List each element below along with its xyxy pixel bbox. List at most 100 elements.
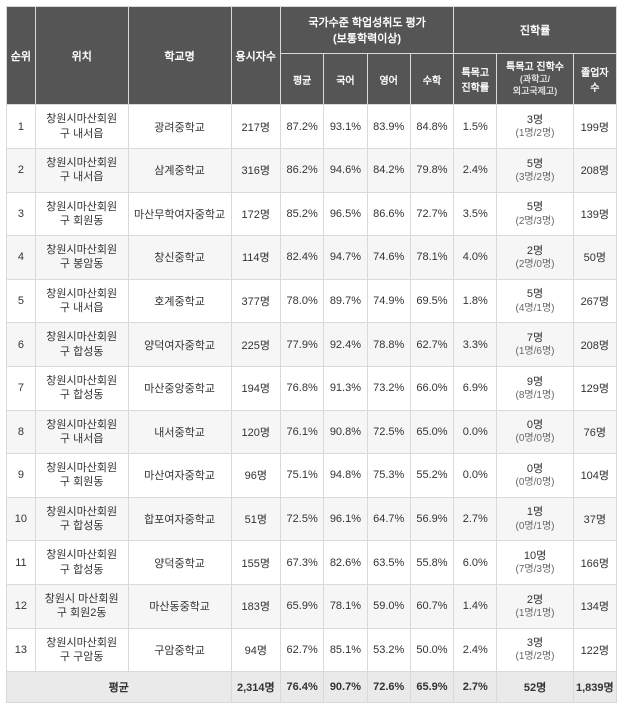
cell-korean: 93.1%	[324, 105, 367, 149]
table-row: 7 창원시마산회원 구 합성동 마산중앙중학교 194명 76.8% 91.3%…	[7, 366, 617, 410]
cell-special-count: 1명 (0명/1명)	[497, 497, 573, 541]
cell-location-line1: 창원시마산회원	[38, 374, 126, 388]
col-assess-group: 국가수준 학업성취도 평가 (보통학력이상)	[281, 7, 454, 54]
cell-grads: 134명	[573, 584, 616, 628]
cell-english: 63.5%	[367, 541, 410, 585]
cell-location-line2: 구 회원동	[38, 214, 126, 228]
footer-avg: 76.4%	[281, 672, 324, 703]
cell-avg: 82.4%	[281, 236, 324, 280]
cell-location-line1: 창원시마산회원	[38, 112, 126, 126]
cell-korean: 90.8%	[324, 410, 367, 454]
cell-special-count-main: 0명	[499, 462, 570, 476]
cell-location: 창원시마산회원 구 합성동	[35, 323, 128, 367]
cell-rank: 2	[7, 148, 36, 192]
cell-math: 79.8%	[410, 148, 453, 192]
cell-grads: 208명	[573, 323, 616, 367]
cell-special-count-main: 5명	[499, 157, 570, 171]
table-row: 2 창원시마산회원 구 내서읍 삼계중학교 316명 86.2% 94.6% 8…	[7, 148, 617, 192]
cell-applicants: 51명	[231, 497, 280, 541]
cell-special-count-sub: (8명/1명)	[499, 389, 570, 402]
cell-math: 84.8%	[410, 105, 453, 149]
cell-special-rate: 0.0%	[454, 410, 497, 454]
cell-korean: 78.1%	[324, 584, 367, 628]
cell-special-count-main: 1명	[499, 505, 570, 519]
cell-special-count-sub: (1명/2명)	[499, 650, 570, 663]
cell-avg: 85.2%	[281, 192, 324, 236]
cell-english: 83.9%	[367, 105, 410, 149]
cell-math: 78.1%	[410, 236, 453, 280]
cell-special-count-main: 0명	[499, 418, 570, 432]
table-row: 1 창원시마산회원 구 내서읍 광려중학교 217명 87.2% 93.1% 8…	[7, 105, 617, 149]
table-row: 10 창원시마산회원 구 합성동 합포여자중학교 51명 72.5% 96.1%…	[7, 497, 617, 541]
cell-special-rate: 3.5%	[454, 192, 497, 236]
cell-school: 양덕여자중학교	[128, 323, 231, 367]
cell-location-line1: 창원시마산회원	[38, 243, 126, 257]
cell-school: 구암중학교	[128, 628, 231, 672]
cell-location-line1: 창원시마산회원	[38, 461, 126, 475]
col-special-count: 특목고 진학수 (과학고/외고국제고)	[497, 54, 573, 105]
cell-special-count-main: 2명	[499, 244, 570, 258]
cell-grads: 199명	[573, 105, 616, 149]
cell-special-count-sub: (7명/3명)	[499, 563, 570, 576]
cell-applicants: 172명	[231, 192, 280, 236]
table-row: 11 창원시마산회원 구 합성동 양덕중학교 155명 67.3% 82.6% …	[7, 541, 617, 585]
footer-sp: 52명	[497, 672, 573, 703]
cell-school: 삼계중학교	[128, 148, 231, 192]
cell-math: 56.9%	[410, 497, 453, 541]
cell-rank: 13	[7, 628, 36, 672]
cell-avg: 62.7%	[281, 628, 324, 672]
col-special-rate: 특목고 진학률	[454, 54, 497, 105]
table-row: 4 창원시마산회원 구 봉암동 창신중학교 114명 82.4% 94.7% 7…	[7, 236, 617, 280]
cell-grads: 166명	[573, 541, 616, 585]
cell-location-line2: 구 합성동	[38, 519, 126, 533]
cell-school: 마산여자중학교	[128, 454, 231, 498]
cell-location: 창원시마산회원 구 구암동	[35, 628, 128, 672]
table-row: 3 창원시마산회원 구 회원동 마산무학여자중학교 172명 85.2% 96.…	[7, 192, 617, 236]
table-row: 9 창원시마산회원 구 회원동 마산여자중학교 96명 75.1% 94.8% …	[7, 454, 617, 498]
cell-location-line1: 창원시마산회원	[38, 636, 126, 650]
cell-special-count-sub: (4명/1명)	[499, 302, 570, 315]
cell-grads: 104명	[573, 454, 616, 498]
cell-location-line2: 구 내서읍	[38, 170, 126, 184]
cell-applicants: 120명	[231, 410, 280, 454]
cell-location: 창원시 마산회원 구 회원2동	[35, 584, 128, 628]
cell-special-count-main: 2명	[499, 593, 570, 607]
cell-location-line1: 창원시마산회원	[38, 548, 126, 562]
cell-grads: 208명	[573, 148, 616, 192]
cell-special-count: 3명 (1명/2명)	[497, 105, 573, 149]
table-body: 1 창원시마산회원 구 내서읍 광려중학교 217명 87.2% 93.1% 8…	[7, 105, 617, 672]
col-special-count-sub: (과학고/외고국제고)	[499, 74, 570, 97]
cell-avg: 78.0%	[281, 279, 324, 323]
cell-special-count: 2명 (1명/1명)	[497, 584, 573, 628]
cell-special-count: 0명 (0명/0명)	[497, 454, 573, 498]
cell-location-line1: 창원시마산회원	[38, 287, 126, 301]
cell-avg: 77.9%	[281, 323, 324, 367]
cell-location: 창원시마산회원 구 회원동	[35, 192, 128, 236]
cell-special-count-main: 3명	[499, 113, 570, 127]
cell-korean: 92.4%	[324, 323, 367, 367]
table-row: 5 창원시마산회원 구 내서읍 호계중학교 377명 78.0% 89.7% 7…	[7, 279, 617, 323]
footer-cnt: 2,314명	[231, 672, 280, 703]
footer-eng: 72.6%	[367, 672, 410, 703]
cell-location-line2: 구 합성동	[38, 345, 126, 359]
cell-applicants: 183명	[231, 584, 280, 628]
cell-grads: 139명	[573, 192, 616, 236]
cell-location-line2: 구 내서읍	[38, 127, 126, 141]
cell-rank: 1	[7, 105, 36, 149]
footer-kor: 90.7%	[324, 672, 367, 703]
cell-rank: 7	[7, 366, 36, 410]
cell-school: 합포여자중학교	[128, 497, 231, 541]
cell-avg: 75.1%	[281, 454, 324, 498]
cell-applicants: 114명	[231, 236, 280, 280]
cell-applicants: 194명	[231, 366, 280, 410]
cell-school: 마산중앙중학교	[128, 366, 231, 410]
cell-english: 64.7%	[367, 497, 410, 541]
cell-korean: 94.8%	[324, 454, 367, 498]
cell-location-line1: 창원시마산회원	[38, 200, 126, 214]
cell-special-count-sub: (2명/0명)	[499, 258, 570, 271]
cell-special-count: 5명 (2명/3명)	[497, 192, 573, 236]
cell-special-count-main: 5명	[499, 287, 570, 301]
col-location: 위치	[35, 7, 128, 105]
col-grads: 졸업자 수	[573, 54, 616, 105]
cell-location-line1: 창원시 마산회원	[38, 592, 126, 606]
